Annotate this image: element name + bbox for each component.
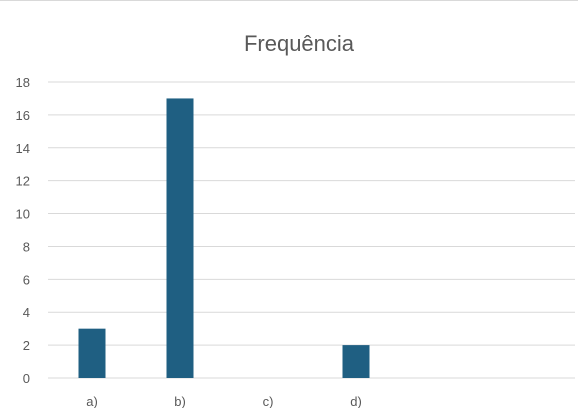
bars	[78, 98, 370, 378]
bar-b	[166, 98, 194, 378]
bar-a	[78, 328, 106, 378]
y-tick-label: 18	[16, 75, 30, 90]
y-tick-label: 8	[23, 239, 30, 254]
y-tick-label: 6	[23, 272, 30, 287]
y-tick-label: 12	[16, 174, 30, 189]
chart-title: Frequência	[244, 31, 355, 56]
gridlines	[48, 81, 575, 379]
y-tick-label: 10	[16, 207, 30, 222]
y-axis-ticks: 0 2 4 6 8 10 12 14 16 18	[16, 75, 30, 386]
x-tick-label: a)	[86, 394, 98, 408]
bar-d	[342, 345, 370, 378]
y-tick-label: 4	[23, 305, 30, 320]
y-tick-label: 0	[23, 371, 30, 386]
y-tick-label: 16	[16, 108, 30, 123]
y-tick-label: 2	[23, 338, 30, 353]
x-axis-ticks: a) b) c) d)	[86, 394, 362, 408]
y-tick-label: 14	[16, 141, 30, 156]
x-tick-label: d)	[350, 394, 362, 408]
x-tick-label: c)	[263, 394, 274, 408]
x-tick-label: b)	[174, 394, 186, 408]
